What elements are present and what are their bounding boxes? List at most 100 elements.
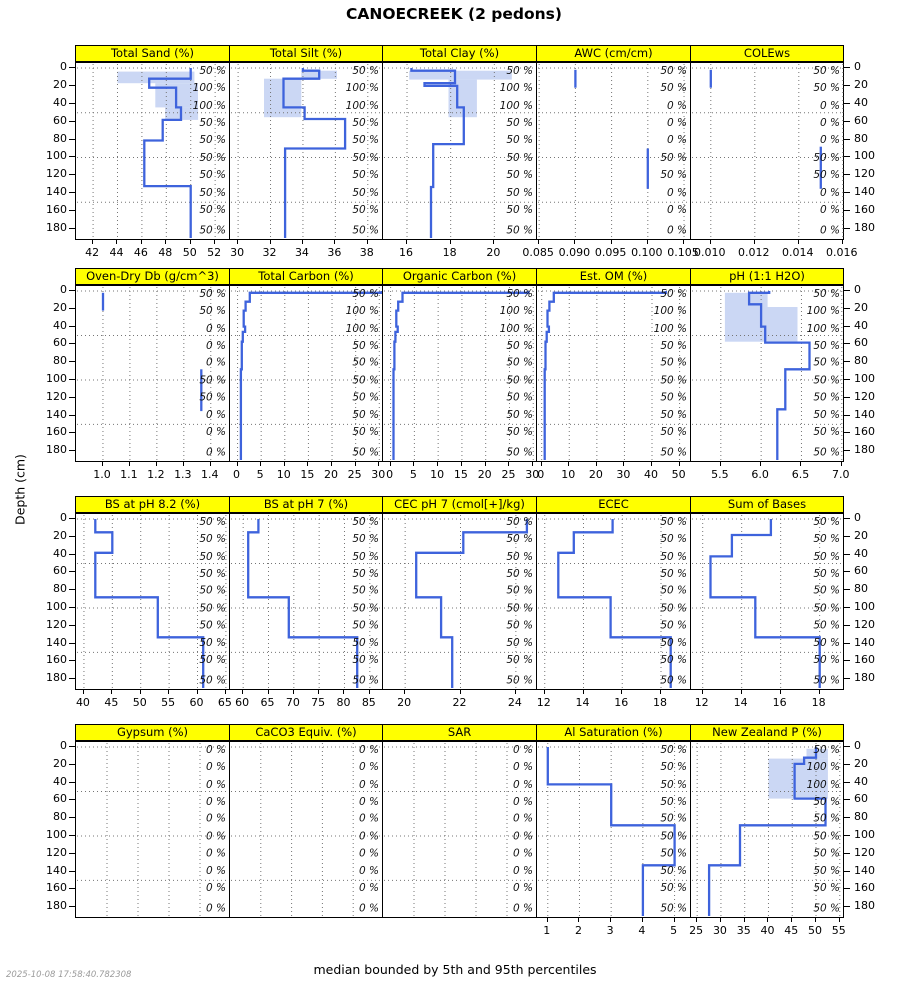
median-line bbox=[707, 747, 827, 916]
contrib-label: 0 % bbox=[513, 830, 533, 842]
contrib-label: 100 % bbox=[500, 305, 533, 317]
depth-tick-right bbox=[844, 678, 850, 680]
x-tick-label: 10 bbox=[276, 468, 291, 481]
contrib-label: 0 % bbox=[513, 882, 533, 894]
contrib-label: 0 % bbox=[206, 357, 226, 369]
depth-tick-left bbox=[69, 553, 75, 555]
contrib-label: 0 % bbox=[206, 447, 226, 459]
contrib-label: 0 % bbox=[206, 796, 226, 808]
strip-title-gypsum: Gypsum (%) bbox=[116, 725, 189, 739]
contrib-label: 50 % bbox=[660, 568, 687, 580]
x-tick bbox=[610, 918, 612, 922]
contrib-label: 0 % bbox=[359, 847, 379, 859]
x-tick-label: 0.014 bbox=[782, 246, 814, 259]
contrib-label: 50 % bbox=[352, 602, 379, 614]
contrib-label: 50 % bbox=[352, 637, 379, 649]
x-tick-label: 1.0 bbox=[93, 468, 111, 481]
depth-label-right: 180 bbox=[854, 443, 875, 457]
strip-sum-of-bases: Sum of Bases bbox=[690, 496, 844, 513]
contrib-label: 50 % bbox=[506, 533, 533, 545]
contrib-label: 0 % bbox=[206, 779, 226, 791]
contrib-label: 50 % bbox=[352, 65, 379, 77]
depth-label-left: 20 bbox=[53, 528, 67, 542]
depth-tick-left bbox=[69, 799, 75, 801]
panel-ph-1-1-h2o: 50 % 100 % 100 % 50 % 50 % 50 % 50 % 50 % 50 % 50… bbox=[690, 285, 844, 462]
x-tick-label: 5 bbox=[409, 468, 417, 481]
contrib-label: 50 % bbox=[660, 374, 687, 386]
strip-new-zealand-p: New Zealand P (%) bbox=[690, 724, 844, 741]
strip-total-clay: Total Clay (%) bbox=[382, 45, 537, 62]
contrib-label: 50 % bbox=[660, 903, 687, 915]
strip-awc-cm-cm: AWC (cm/cm) bbox=[536, 45, 691, 62]
depth-tick-left bbox=[69, 763, 75, 765]
percentile-band bbox=[409, 70, 512, 80]
contrib-label: 100 % bbox=[346, 305, 379, 317]
x-tick-label: 0.100 bbox=[631, 246, 663, 259]
contrib-label: 0 % bbox=[820, 117, 840, 129]
contrib-label: 0 % bbox=[513, 779, 533, 791]
x-tick-label: 60 bbox=[235, 696, 250, 709]
panel-svg-est-om: 50 % 100 % 100 % 50 % 50 % 50 % 50 % 50 % 50 % 50… bbox=[538, 287, 691, 462]
contrib-label: 50 % bbox=[199, 675, 226, 687]
depth-tick-right bbox=[844, 378, 850, 380]
x-tick bbox=[779, 690, 781, 694]
depth-tick-left bbox=[69, 781, 75, 783]
contrib-label: 50 % bbox=[813, 830, 840, 842]
depth-tick-left bbox=[69, 228, 75, 230]
depth-tick-left bbox=[69, 343, 75, 345]
depth-label-left: 140 bbox=[46, 407, 67, 421]
contrib-label: 50 % bbox=[199, 224, 226, 236]
depth-label-left: 100 bbox=[46, 371, 67, 385]
panel-total-silt: 50 % 100 % 100 % 50 % 50 % 50 % 50 % 50 % 50 % 50… bbox=[229, 62, 383, 240]
contrib-label: 50 % bbox=[813, 585, 840, 597]
depth-label-right: 0 bbox=[854, 739, 861, 752]
depth-label-right: 180 bbox=[854, 671, 875, 685]
x-tick-label: 40 bbox=[644, 468, 658, 481]
strip-oven-dry-db-g-cm-3: Oven-Dry Db (g/cm^3) bbox=[75, 268, 230, 285]
depth-label-right: 180 bbox=[854, 899, 875, 913]
panel-sum-of-bases: 50 % 50 % 50 % 50 % 50 % 50 % 50 % 50 % 50 % 50 % bbox=[690, 513, 844, 690]
depth-tick-right bbox=[844, 799, 850, 801]
depth-label-right: 100 bbox=[854, 149, 875, 163]
depth-tick-right bbox=[844, 156, 850, 158]
x-tick-label: 0.095 bbox=[594, 246, 627, 259]
x-tick bbox=[540, 462, 542, 466]
contrib-label: 50 % bbox=[813, 374, 840, 386]
contrib-label: 50 % bbox=[199, 533, 226, 545]
contrib-label: 50 % bbox=[199, 602, 226, 614]
contrib-label: 50 % bbox=[660, 82, 687, 94]
x-tick bbox=[378, 462, 380, 466]
contrib-label: 50 % bbox=[199, 117, 226, 129]
strip-title-total-silt: Total Silt (%) bbox=[269, 46, 343, 60]
panel-total-clay: 50 % 100 % 100 % 50 % 50 % 50 % 50 % 50 % 50 % 50… bbox=[382, 62, 537, 240]
x-tick bbox=[696, 918, 698, 922]
panel-est-om: 50 % 100 % 100 % 50 % 50 % 50 % 50 % 50 % 50 % 50… bbox=[536, 285, 691, 462]
contrib-label: 50 % bbox=[506, 637, 533, 649]
depth-label-right: 140 bbox=[854, 635, 875, 649]
contrib-label: 50 % bbox=[199, 516, 226, 528]
depth-tick-left bbox=[69, 888, 75, 890]
x-tick bbox=[623, 462, 625, 466]
depth-tick-right bbox=[844, 396, 850, 398]
contrib-label: 50 % bbox=[813, 602, 840, 614]
depth-tick-right bbox=[844, 414, 850, 416]
x-tick bbox=[568, 462, 570, 466]
depth-label-right: 140 bbox=[854, 407, 875, 421]
depth-tick-right bbox=[844, 553, 850, 555]
contrib-label: 50 % bbox=[813, 169, 840, 181]
depth-tick-right bbox=[844, 84, 850, 86]
depth-label-right: 40 bbox=[854, 546, 868, 560]
contrib-label: 100 % bbox=[654, 305, 687, 317]
contrib-label: 50 % bbox=[813, 847, 840, 859]
x-tick-label: 60 bbox=[189, 696, 204, 709]
contrib-label: 50 % bbox=[506, 134, 533, 146]
median-line bbox=[247, 519, 359, 688]
strip-title-bs-at-ph-8-2: BS at pH 8.2 (%) bbox=[104, 497, 201, 511]
contrib-label: 50 % bbox=[199, 187, 226, 199]
contrib-label: 50 % bbox=[813, 619, 840, 631]
contrib-label: 0 % bbox=[513, 847, 533, 859]
strip-total-silt: Total Silt (%) bbox=[229, 45, 383, 62]
contrib-label: 50 % bbox=[660, 813, 687, 825]
contrib-label: 50 % bbox=[813, 637, 840, 649]
depth-tick-left bbox=[69, 192, 75, 194]
